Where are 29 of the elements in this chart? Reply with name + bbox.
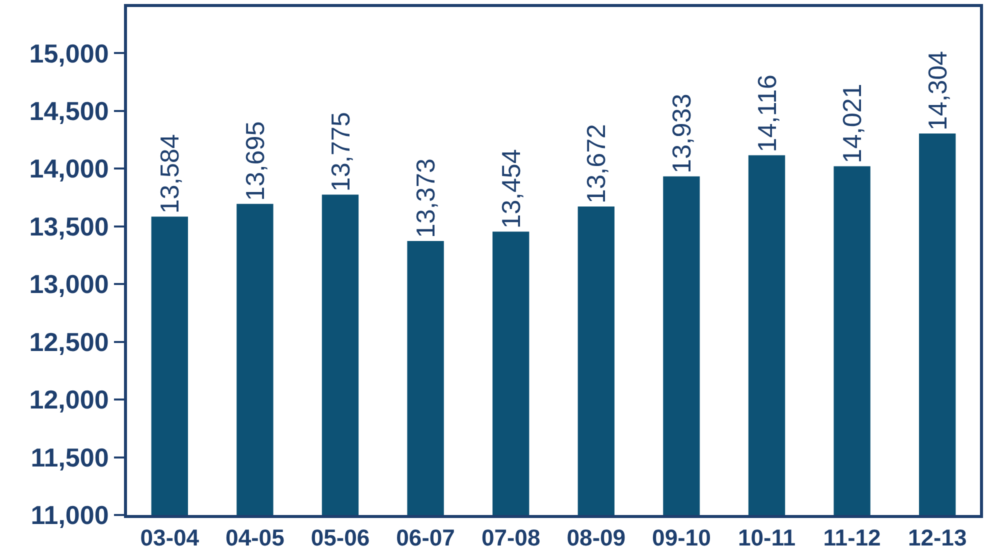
y-tick-label: 11,000 [30, 500, 109, 530]
y-tick-label: 13,500 [29, 211, 109, 242]
data-label: 14,116 [752, 74, 782, 152]
x-tick-label: 06-07 [396, 524, 455, 551]
data-label: 13,672 [581, 124, 612, 204]
x-tick-label: 05-06 [310, 524, 370, 551]
x-tick-label: 12-13 [908, 524, 967, 551]
x-tick-label: 08-09 [566, 524, 626, 551]
x-tick-label: 07-08 [481, 524, 540, 551]
data-label: 14,021 [837, 84, 868, 164]
data-label: 13,933 [666, 94, 696, 174]
x-tick-label: 11-12 [823, 524, 881, 551]
x-tick-label: 03-04 [140, 524, 200, 551]
y-tick-label: 14,000 [29, 154, 109, 184]
data-label: 13,584 [154, 134, 185, 214]
x-tick-label: 10-11 [738, 524, 796, 551]
y-tick-label: 12,000 [29, 384, 109, 415]
data-label: 13,373 [410, 158, 441, 238]
x-tick-label: 09-10 [652, 524, 711, 551]
y-tick-label: 12,500 [29, 326, 109, 357]
data-label: 13,695 [240, 121, 270, 201]
data-label: 14,304 [922, 51, 952, 131]
y-tick-label: 15,000 [29, 38, 109, 68]
data-label: 13,454 [496, 149, 526, 229]
y-tick-label: 13,000 [29, 269, 109, 300]
y-tick-label: 11,500 [30, 442, 109, 472]
y-tick-label: 14,500 [29, 96, 109, 126]
x-tick-label: 04-05 [226, 524, 285, 551]
data-label: 13,775 [325, 112, 356, 192]
